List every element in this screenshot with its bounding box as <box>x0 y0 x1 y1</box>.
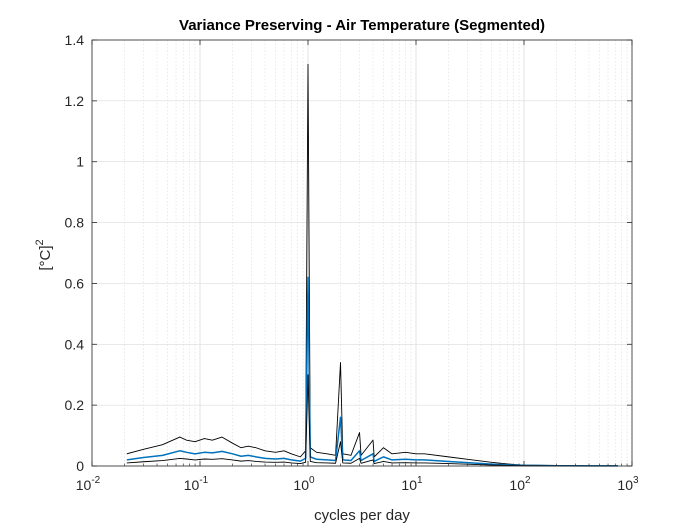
x-tick-label-base: 10 <box>509 477 525 493</box>
x-tick-label: 10-1 <box>184 475 209 493</box>
x-tick-label-base: 10 <box>76 477 92 493</box>
y-tick-labels: 0 0.2 0.4 0.6 0.8 1 1.2 1.4 <box>65 32 85 474</box>
y-axis-label-superscript: 2 <box>34 239 46 245</box>
axes-box <box>91 39 633 467</box>
x-tick-label: 100 <box>293 475 315 493</box>
x-tick-label-exponent: 1 <box>417 475 423 486</box>
y-tick-label: 1 <box>76 154 84 170</box>
x-tick-label-exponent: 2 <box>525 475 531 486</box>
series-group <box>126 63 618 467</box>
grid <box>91 39 632 467</box>
x-tick-label: 10-2 <box>76 475 101 493</box>
y-tick-label: 0.6 <box>65 275 85 291</box>
x-tick-label-exponent: 0 <box>309 475 315 486</box>
x-tick-label-base: 10 <box>617 477 633 493</box>
plot-area <box>92 40 632 466</box>
x-tick-label: 103 <box>617 475 639 493</box>
x-tick-label-base: 10 <box>184 477 200 493</box>
y-axis-label-main: [°C] <box>37 245 54 270</box>
y-tick-label: 0 <box>76 458 84 474</box>
x-tick-label-exponent: -2 <box>91 475 100 486</box>
series-estimate <box>126 276 618 467</box>
chart-title: Variance Preserving - Air Temperature (S… <box>179 17 545 34</box>
series-upper-confidence <box>126 63 618 467</box>
y-tick-label: 1.2 <box>65 93 85 109</box>
y-tick-label: 0.4 <box>65 336 85 352</box>
x-tick-label-base: 10 <box>293 477 309 493</box>
series-lower-confidence <box>126 374 618 467</box>
y-axis-label: [°C]2 <box>34 239 54 270</box>
ticks <box>91 39 633 467</box>
x-tick-label: 102 <box>509 475 531 493</box>
x-tick-label-exponent: 3 <box>633 475 639 486</box>
x-tick-label: 101 <box>401 475 423 493</box>
x-axis-label: cycles per day <box>314 507 410 524</box>
y-tick-label: 0.2 <box>65 397 85 413</box>
x-tick-labels: 10-2 10-1 100 101 102 103 <box>76 475 639 493</box>
x-tick-label-exponent: -1 <box>199 475 208 486</box>
y-tick-label: 1.4 <box>65 32 85 48</box>
y-tick-label: 0.8 <box>65 215 85 231</box>
x-tick-label-base: 10 <box>401 477 417 493</box>
